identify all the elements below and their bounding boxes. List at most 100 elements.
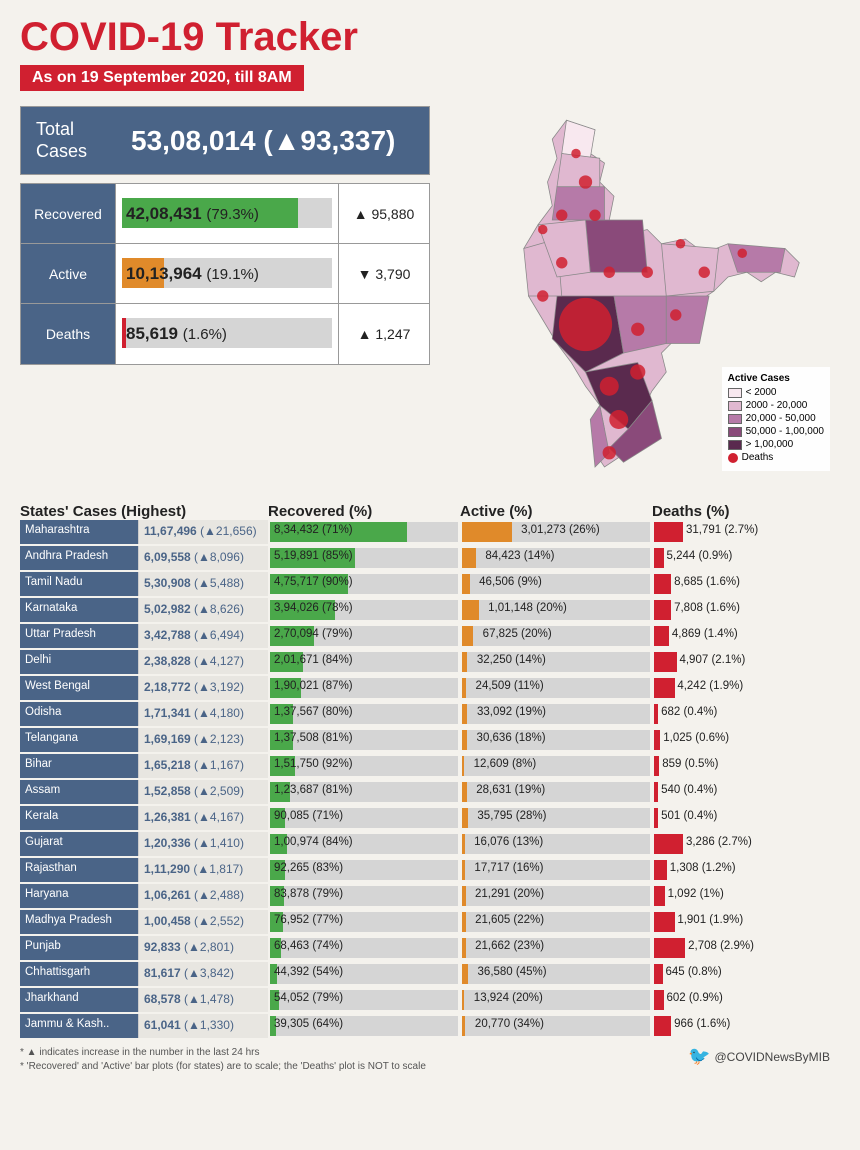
deaths-bar: 5,244 (0.9%) xyxy=(652,546,772,570)
active-bar: 67,825 (20%) xyxy=(460,624,652,648)
recovered-bar: 2,01,671 (84%) xyxy=(268,650,460,674)
state-row: Maharashtra 11,67,496 (▲21,656) 8,34,432… xyxy=(20,520,840,544)
deaths-bar: 2,708 (2.9%) xyxy=(652,936,772,960)
state-name: Haryana xyxy=(20,884,138,908)
state-cases: 2,38,828 (▲4,127) xyxy=(138,650,268,674)
state-cases: 1,69,169 (▲2,123) xyxy=(138,728,268,752)
recovered-bar: 3,94,026 (78%) xyxy=(268,598,460,622)
state-cases: 2,18,772 (▲3,192) xyxy=(138,676,268,700)
deaths-bar: 7,808 (1.6%) xyxy=(652,598,772,622)
deaths-bar: 859 (0.5%) xyxy=(652,754,772,778)
state-row: Chhattisgarh 81,617 (▲3,842) 44,392 (54%… xyxy=(20,962,840,986)
state-row: Jharkhand 68,578 (▲1,478) 54,052 (79%) 1… xyxy=(20,988,840,1012)
recovered-bar: 54,052 (79%) xyxy=(268,988,460,1012)
deaths-bar: 682 (0.4%) xyxy=(652,702,772,726)
state-row: Uttar Pradesh 3,42,788 (▲6,494) 2,70,094… xyxy=(20,624,840,648)
summary-delta: ▲ 95,880 xyxy=(339,184,429,243)
active-bar: 36,580 (45%) xyxy=(460,962,652,986)
recovered-bar: 5,19,891 (85%) xyxy=(268,546,460,570)
active-bar: 84,423 (14%) xyxy=(460,546,652,570)
state-row: Punjab 92,833 (▲2,801) 68,463 (74%) 21,6… xyxy=(20,936,840,960)
active-bar: 13,924 (20%) xyxy=(460,988,652,1012)
subtitle: As on 19 September 2020, till 8AM xyxy=(20,65,304,91)
state-cases: 6,09,558 (▲8,096) xyxy=(138,546,268,570)
state-name: Karnataka xyxy=(20,598,138,622)
state-name: Gujarat xyxy=(20,832,138,856)
state-cases: 68,578 (▲1,478) xyxy=(138,988,268,1012)
state-cases: 1,11,290 (▲1,817) xyxy=(138,858,268,882)
state-row: Haryana 1,06,261 (▲2,488) 83,878 (79%) 2… xyxy=(20,884,840,908)
deaths-bar: 8,685 (1.6%) xyxy=(652,572,772,596)
total-cases-box: TotalCases 53,08,014 (▲93,337) xyxy=(20,106,430,175)
recovered-bar: 1,51,750 (92%) xyxy=(268,754,460,778)
state-name: Chhattisgarh xyxy=(20,962,138,986)
recovered-bar: 44,392 (54%) xyxy=(268,962,460,986)
deaths-bar: 1,308 (1.2%) xyxy=(652,858,772,882)
recovered-bar: 4,75,717 (90%) xyxy=(268,572,460,596)
state-row: Rajasthan 1,11,290 (▲1,817) 92,265 (83%)… xyxy=(20,858,840,882)
state-name: Delhi xyxy=(20,650,138,674)
state-row: West Bengal 2,18,772 (▲3,192) 1,90,021 (… xyxy=(20,676,840,700)
deaths-bar: 1,092 (1%) xyxy=(652,884,772,908)
state-cases: 11,67,496 (▲21,656) xyxy=(138,520,268,544)
active-bar: 46,506 (9%) xyxy=(460,572,652,596)
state-name: Telangana xyxy=(20,728,138,752)
active-bar: 1,01,148 (20%) xyxy=(460,598,652,622)
state-cases: 61,041 (▲1,330) xyxy=(138,1014,268,1038)
state-cases: 5,30,908 (▲5,488) xyxy=(138,572,268,596)
state-cases: 1,71,341 (▲4,180) xyxy=(138,702,268,726)
deaths-bar: 1,025 (0.6%) xyxy=(652,728,772,752)
summary-delta: ▲ 1,247 xyxy=(339,304,429,364)
recovered-bar: 2,70,094 (79%) xyxy=(268,624,460,648)
state-cases: 1,00,458 (▲2,552) xyxy=(138,910,268,934)
active-bar: 35,795 (28%) xyxy=(460,806,652,830)
summary-row: Active 10,13,964 (19.1%) ▼ 3,790 xyxy=(21,244,429,304)
deaths-bar: 1,901 (1.9%) xyxy=(652,910,772,934)
state-row: Gujarat 1,20,336 (▲1,410) 1,00,974 (84%)… xyxy=(20,832,840,856)
state-cases: 1,52,858 (▲2,509) xyxy=(138,780,268,804)
state-cases: 1,06,261 (▲2,488) xyxy=(138,884,268,908)
summary-bar: 10,13,964 (19.1%) xyxy=(116,244,339,303)
recovered-bar: 76,952 (77%) xyxy=(268,910,460,934)
recovered-bar: 1,37,567 (80%) xyxy=(268,702,460,726)
deaths-bar: 645 (0.8%) xyxy=(652,962,772,986)
state-row: Karnataka 5,02,982 (▲8,626) 3,94,026 (78… xyxy=(20,598,840,622)
active-bar: 24,509 (11%) xyxy=(460,676,652,700)
deaths-bar: 4,242 (1.9%) xyxy=(652,676,772,700)
recovered-bar: 68,463 (74%) xyxy=(268,936,460,960)
active-bar: 21,605 (22%) xyxy=(460,910,652,934)
summary-label: Deaths xyxy=(21,304,116,364)
state-cases: 81,617 (▲3,842) xyxy=(138,962,268,986)
active-bar: 16,076 (13%) xyxy=(460,832,652,856)
state-name: Uttar Pradesh xyxy=(20,624,138,648)
active-bar: 21,662 (23%) xyxy=(460,936,652,960)
active-bar: 17,717 (16%) xyxy=(460,858,652,882)
page-title: COVID-19 Tracker xyxy=(20,15,840,60)
state-row: Madhya Pradesh 1,00,458 (▲2,552) 76,952 … xyxy=(20,910,840,934)
state-name: West Bengal xyxy=(20,676,138,700)
recovered-bar: 1,37,508 (81%) xyxy=(268,728,460,752)
recovered-bar: 39,305 (64%) xyxy=(268,1014,460,1038)
map-legend: Active Cases < 20002000 - 20,00020,000 -… xyxy=(722,367,830,471)
recovered-bar: 8,34,432 (71%) xyxy=(268,520,460,544)
state-name: Jammu & Kash.. xyxy=(20,1014,138,1038)
state-row: Assam 1,52,858 (▲2,509) 1,23,687 (81%) 2… xyxy=(20,780,840,804)
active-bar: 21,291 (20%) xyxy=(460,884,652,908)
state-cases: 5,02,982 (▲8,626) xyxy=(138,598,268,622)
state-name: Rajasthan xyxy=(20,858,138,882)
state-row: Andhra Pradesh 6,09,558 (▲8,096) 5,19,89… xyxy=(20,546,840,570)
deaths-bar: 4,907 (2.1%) xyxy=(652,650,772,674)
summary-delta: ▼ 3,790 xyxy=(339,244,429,303)
state-name: Bihar xyxy=(20,754,138,778)
recovered-bar: 83,878 (79%) xyxy=(268,884,460,908)
state-name: Maharashtra xyxy=(20,520,138,544)
state-cases: 1,20,336 (▲1,410) xyxy=(138,832,268,856)
active-bar: 20,770 (34%) xyxy=(460,1014,652,1038)
twitter-icon: 🐦 xyxy=(688,1046,710,1067)
deaths-bar: 966 (1.6%) xyxy=(652,1014,772,1038)
state-cases: 1,65,218 (▲1,167) xyxy=(138,754,268,778)
total-label: TotalCases xyxy=(36,119,116,162)
active-bar: 28,631 (19%) xyxy=(460,780,652,804)
active-bar: 33,092 (19%) xyxy=(460,702,652,726)
summary-row: Deaths 85,619 (1.6%) ▲ 1,247 xyxy=(21,304,429,364)
